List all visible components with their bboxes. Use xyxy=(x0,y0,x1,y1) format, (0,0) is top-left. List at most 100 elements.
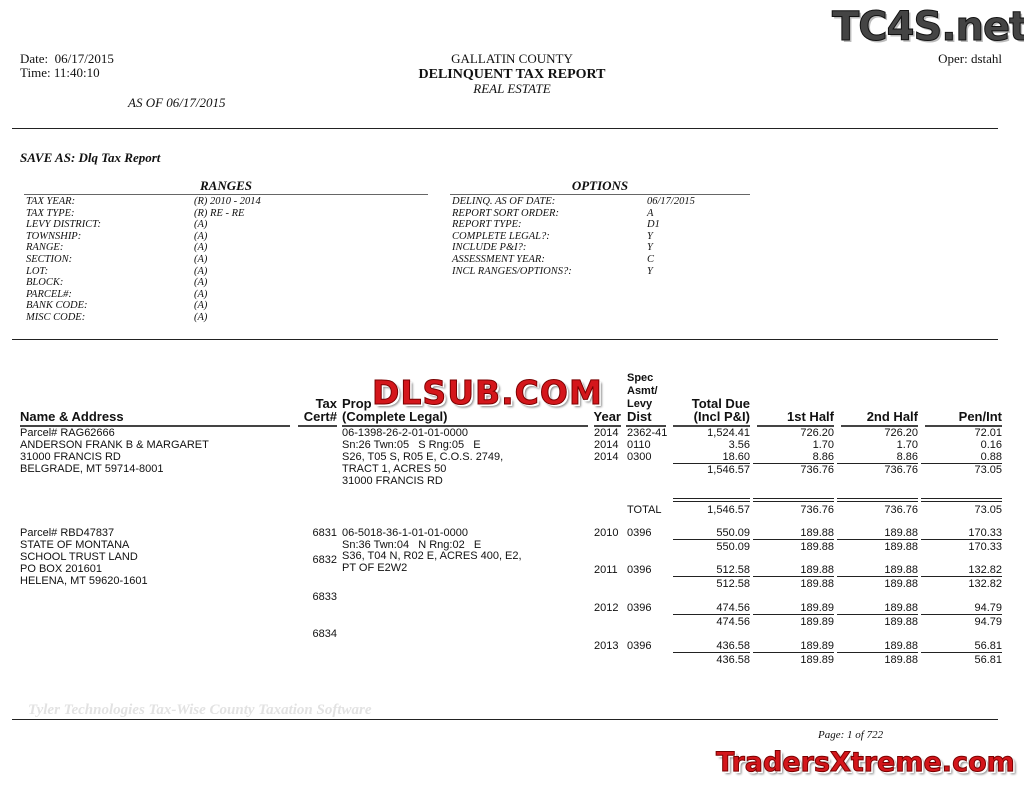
tax-year: 2012 xyxy=(594,602,619,614)
amount-rule xyxy=(753,498,834,502)
line-second: 1.70 xyxy=(896,439,918,451)
ranges-title: RANGES xyxy=(199,178,253,193)
subtotal-total: 550.09 xyxy=(716,541,750,553)
subtotal-pen: 170.33 xyxy=(968,541,1002,553)
address-line: Parcel# RAG62666 xyxy=(20,427,115,439)
range-label: BLOCK: xyxy=(26,277,64,289)
range-label: SECTION: xyxy=(26,254,73,265)
col-total-2: (Incl P&I) xyxy=(693,409,750,424)
amount-rule xyxy=(921,576,1002,577)
line-total: 436.58 xyxy=(716,640,750,652)
line-total: 18.60 xyxy=(722,451,750,463)
amount-rule xyxy=(673,539,750,540)
amount-rule xyxy=(921,498,1002,502)
amount-rule xyxy=(673,576,750,577)
levy-dist: 0110 xyxy=(627,439,651,451)
option-value: C xyxy=(647,254,655,265)
col-dist-1: Spec xyxy=(627,372,654,384)
col-dist-3: Levy xyxy=(627,398,653,410)
line-pen: 72.01 xyxy=(974,427,1002,439)
range-value: (A) xyxy=(194,219,208,231)
line-pen: 0.88 xyxy=(980,451,1002,463)
col-year: Year xyxy=(593,409,621,424)
tax-cert-number: 6832 xyxy=(312,554,337,566)
tax-cert-number: 6834 xyxy=(312,628,337,640)
subtotal-pen: 73.05 xyxy=(974,464,1002,476)
col-name-rule xyxy=(20,425,290,427)
subtotal-total: 436.58 xyxy=(716,654,750,666)
range-label: LOT: xyxy=(26,265,49,277)
line-first: 189.88 xyxy=(800,527,834,539)
amount-rule xyxy=(921,463,1002,464)
line-first: 189.89 xyxy=(800,640,834,652)
tax-year: 2014 xyxy=(594,427,619,439)
col-second-half: 2nd Half xyxy=(866,409,918,424)
option-label: COMPLETE LEGAL?: xyxy=(452,230,550,242)
range-value: (A) xyxy=(194,277,208,289)
range-label: PARCEL#: xyxy=(26,288,72,300)
col-name: Name & Address xyxy=(20,409,124,424)
subtotal-first: 189.88 xyxy=(800,578,834,590)
legal-line: Sn:26 Twn:05 S Rng:05 E xyxy=(342,439,481,451)
county-name: GALLATIN COUNTY xyxy=(451,51,573,66)
subtotal-second: 189.88 xyxy=(884,541,918,553)
line-total: 474.56 xyxy=(716,602,750,614)
report-title: DELINQUENT TAX REPORT xyxy=(418,67,606,82)
grand-total-pen: 73.05 xyxy=(974,504,1002,516)
range-label: LEVY DISTRICT: xyxy=(26,219,101,231)
col-first-rule xyxy=(757,425,834,427)
subtotal-second: 189.88 xyxy=(884,616,918,628)
range-label: BANK CODE: xyxy=(26,300,88,312)
line-pen: 56.81 xyxy=(974,640,1002,652)
range-label: TAX TYPE: xyxy=(26,207,75,219)
option-label: REPORT TYPE: xyxy=(452,219,522,231)
watermark-tc4s: TC4S.net xyxy=(831,4,1024,51)
col-second-rule xyxy=(841,425,918,427)
address-line: ANDERSON FRANK B & MARGARET xyxy=(20,439,209,451)
subtotal-total: 474.56 xyxy=(716,616,750,628)
amount-rule xyxy=(837,539,918,540)
address-line: BELGRADE, MT 59714-8001 xyxy=(20,463,164,475)
range-label: MISC CODE: xyxy=(26,312,86,323)
line-total: 3.56 xyxy=(728,439,750,451)
option-value: Y xyxy=(647,265,653,277)
subtotal-total: 512.58 xyxy=(716,578,750,590)
tax-year: 2013 xyxy=(594,640,619,652)
option-value: D1 xyxy=(647,219,660,231)
line-second: 189.88 xyxy=(884,640,918,652)
tax-year: 2014 xyxy=(594,451,619,463)
range-value: (R) 2010 - 2014 xyxy=(194,196,261,207)
line-total: 550.09 xyxy=(716,527,750,539)
col-cert-rule xyxy=(298,425,337,427)
line-second: 726.20 xyxy=(884,427,918,439)
option-value: Y xyxy=(647,242,653,254)
line-second: 189.88 xyxy=(884,527,918,539)
line-second: 8.86 xyxy=(896,451,918,463)
line-total: 512.58 xyxy=(716,564,750,576)
col-total-1: Total Due xyxy=(691,396,750,411)
subtotal-first: 189.89 xyxy=(800,654,834,666)
col-dist-2: Asmt/ xyxy=(627,385,658,397)
line-second: 189.88 xyxy=(884,564,918,576)
range-value: (A) xyxy=(194,230,208,242)
footer-divider xyxy=(12,719,998,720)
amount-rule xyxy=(921,539,1002,540)
col-prop-rule xyxy=(342,425,588,427)
range-value: (A) xyxy=(194,254,208,265)
address-line: 31000 FRANCIS RD xyxy=(20,451,121,463)
header-divider xyxy=(12,128,998,129)
option-value: Y xyxy=(647,230,653,242)
grand-total-total: 1,546.57 xyxy=(707,504,750,516)
amount-rule xyxy=(673,463,750,464)
option-label: ASSESSMENT YEAR: xyxy=(452,254,545,265)
levy-dist: 2362-41 xyxy=(627,427,668,439)
tax-year: 2014 xyxy=(594,439,619,451)
as-of-date: AS OF 06/17/2015 xyxy=(128,95,226,110)
col-year-rule xyxy=(594,425,621,427)
range-label: TAX YEAR: xyxy=(26,196,76,207)
grand-total-second: 736.76 xyxy=(884,504,918,516)
software-footer: Tyler Technologies Tax-Wise County Taxat… xyxy=(28,702,372,718)
amount-rule xyxy=(837,498,918,502)
col-prop-1: Prop xyxy=(342,396,372,411)
amount-rule xyxy=(921,652,1002,653)
